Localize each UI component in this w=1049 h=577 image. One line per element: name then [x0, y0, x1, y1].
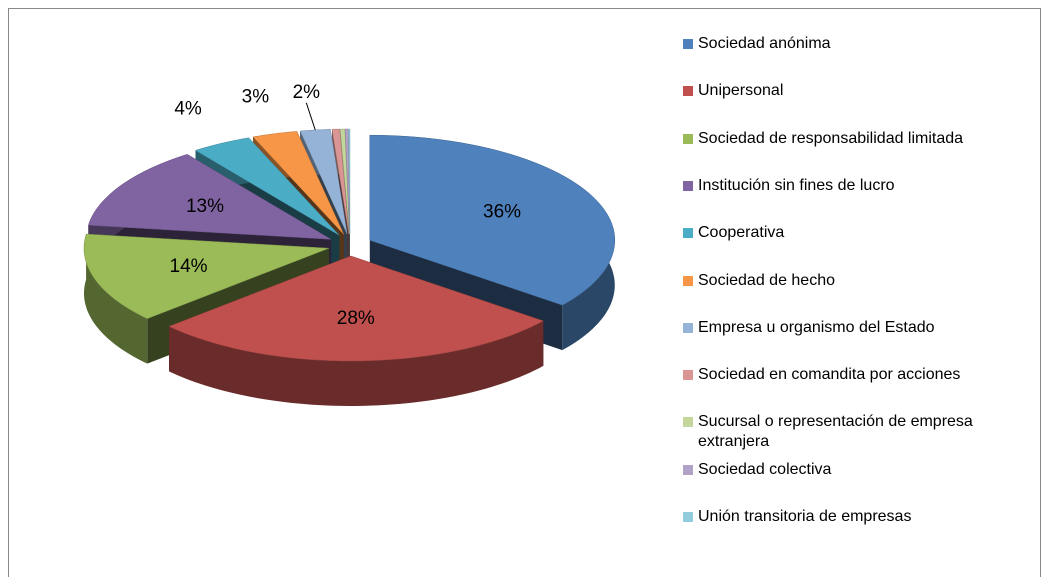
slice	[339, 128, 350, 235]
legend-item: Sociedad anónima	[683, 34, 1033, 54]
legend-label: Empresa u organismo del Estado	[698, 318, 935, 336]
legend-swatch	[683, 180, 693, 191]
legend-swatch	[683, 39, 693, 49]
data-label: 3%	[242, 87, 270, 108]
legend-swatch	[683, 228, 693, 239]
data-label: 13%	[186, 196, 224, 217]
legend-label: Unión transitoria de empresas	[698, 508, 912, 525]
legend-label: Sociedad anónima	[698, 35, 831, 52]
legend-label: Sociedad colectiva	[698, 460, 832, 478]
leader-line	[305, 102, 316, 131]
slice	[83, 233, 330, 319]
data-label: 36%	[483, 202, 521, 223]
data-label: 4%	[174, 99, 202, 120]
legend-item: Unión transitoria de empresas	[683, 507, 1033, 527]
slice	[348, 128, 351, 235]
legend-swatch	[683, 370, 693, 381]
data-label: 14%	[170, 256, 208, 277]
legend-item: Cooperativa	[683, 223, 1033, 243]
legend-item: Sociedad en comandita por acciones	[683, 365, 1033, 385]
slice	[369, 134, 616, 306]
legend-swatch	[683, 322, 693, 333]
slice	[252, 131, 345, 235]
slice-wall	[83, 234, 148, 364]
legend-item: Sociedad de hecho	[683, 271, 1033, 291]
legend-item: Sociedad de responsabilidad limitada	[683, 129, 1033, 149]
data-label: 28%	[337, 308, 375, 329]
legend-item: Institución sin fines de lucro	[683, 176, 1033, 196]
legend-swatch	[683, 275, 693, 286]
legend-swatch	[683, 512, 693, 522]
data-label: 2%	[293, 82, 321, 103]
legend-swatch	[683, 464, 693, 475]
legend-label: Sociedad de hecho	[698, 271, 835, 289]
slice	[168, 255, 544, 362]
slice	[299, 129, 348, 235]
legend-swatch	[683, 86, 693, 97]
legend-label: Unipersonal	[698, 82, 784, 100]
legend-item: Unipersonal	[683, 81, 1033, 101]
slice	[331, 128, 350, 235]
chart-border	[8, 8, 1041, 577]
slice	[194, 137, 340, 236]
legend-item: Sociedad colectiva	[683, 460, 1033, 480]
legend-label: Sociedad en comandita por acciones	[698, 366, 961, 384]
legend-item: Empresa u organismo del Estado	[683, 318, 1033, 338]
legend-label: Sociedad de responsabilidad limitada	[698, 129, 964, 147]
legend-label: Sucursal o representación de empresa ext…	[698, 413, 973, 451]
legend-label: Cooperativa	[698, 224, 785, 242]
legend-swatch	[683, 417, 693, 428]
legend-item: Sucursal o representación de empresa ext…	[683, 412, 1033, 452]
slice	[88, 154, 332, 240]
legend-label: Institución sin fines de lucro	[698, 176, 895, 194]
slice-wall	[168, 320, 544, 406]
legend-swatch	[683, 133, 693, 144]
